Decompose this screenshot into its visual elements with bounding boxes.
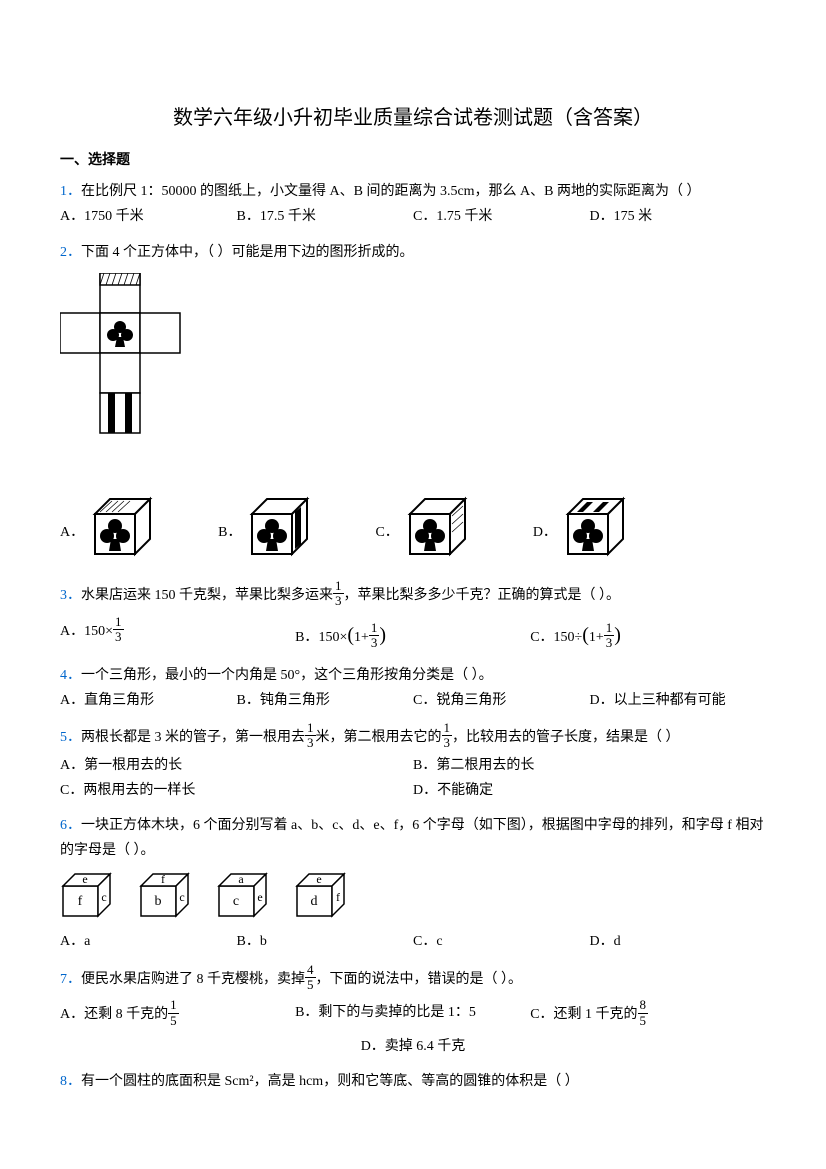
q8-text: 有一个圆柱的底面积是 Scm²，高是 hcm，则和它等底、等高的圆锥的体积是（ … xyxy=(81,1074,579,1089)
q4-options: A．直角三角形 B．钝角三角形 C．锐角三角形 D．以上三种都有可能 xyxy=(60,688,766,713)
frac-icon: 13 xyxy=(305,721,316,751)
svg-text:b: b xyxy=(155,894,162,909)
q6-options: A．a B．b C．c D．d xyxy=(60,929,766,954)
q5-text-mid: 米，第二根用去它的 xyxy=(316,730,442,745)
q4-num: 4． xyxy=(60,668,81,683)
question-5: 5．两根长都是 3 米的管子，第一根用去13米，第二根用去它的13，比较用去的管… xyxy=(60,723,766,803)
q6-text: 一块正方体木块，6 个面分别写着 a、b、c、d、e、f，6 个字母（如下图），… xyxy=(60,818,763,858)
q2-text: 下面 4 个正方体中，（ ）可能是用下边的图形折成的。 xyxy=(81,245,414,260)
q4-text: 一个三角形，最小的一个内角是 50°，这个三角形按角分类是（ ）。 xyxy=(81,668,493,683)
q5-num: 5． xyxy=(60,730,81,745)
letter-cube-2: f b c xyxy=(138,871,196,921)
q3-opt-a: A．150×13 xyxy=(60,617,295,653)
cube-d-icon xyxy=(563,494,631,571)
cube-net-diagram xyxy=(60,273,766,482)
q4-opt-c: C．锐角三角形 xyxy=(413,688,590,713)
q5-opt-a: A．第一根用去的长 xyxy=(60,753,413,778)
question-1: 1．在比例尺 1：50000 的图纸上，小文量得 A、B 间的距离为 3.5cm… xyxy=(60,179,766,229)
q3-num: 3． xyxy=(60,588,81,603)
svg-text:c: c xyxy=(179,890,184,904)
q5-opt-d: D．不能确定 xyxy=(413,778,766,803)
q1-options: A．1750 千米 B．17.5 千米 C．1.75 千米 D．175 米 xyxy=(60,204,766,229)
q2-cube-options: A． B． xyxy=(60,494,766,571)
q3-opt-b: B．150×(1+13) xyxy=(295,617,530,653)
q5-options: A．第一根用去的长 B．第二根用去的长 C．两根用去的一样长 D．不能确定 xyxy=(60,753,766,803)
svg-text:c: c xyxy=(101,890,106,904)
letter-cube-3: a c e xyxy=(216,871,274,921)
q1-opt-b: B．17.5 千米 xyxy=(237,204,414,229)
q7-options-row1: A．还剩 8 千克的15 B．剩下的与卖掉的比是 1：5 C．还剩 1 千克的8… xyxy=(60,1000,766,1030)
q2-opt-b-label: B． xyxy=(218,520,241,545)
svg-text:f: f xyxy=(336,890,340,904)
q7-text-before: 便民水果店购进了 8 千克樱桃，卖掉 xyxy=(81,972,305,987)
svg-text:e: e xyxy=(257,890,262,904)
q3-options: A．150×13 B．150×(1+13) C．150÷(1+13) xyxy=(60,617,766,653)
q7-opt-a: A．还剩 8 千克的15 xyxy=(60,1000,295,1030)
q1-opt-c: C．1.75 千米 xyxy=(413,204,590,229)
q2-opt-c-label: C． xyxy=(375,520,398,545)
q6-opt-a: A．a xyxy=(60,929,237,954)
svg-text:e: e xyxy=(316,872,321,886)
q5-opt-c: C．两根用去的一样长 xyxy=(60,778,413,803)
q2-opt-d-label: D． xyxy=(533,520,557,545)
q8-num: 8． xyxy=(60,1074,81,1089)
section-header: 一、选择题 xyxy=(60,148,766,173)
q3-text-after: ，苹果比梨多多少千克？正确的算式是（ ）。 xyxy=(344,588,621,603)
q6-num: 6． xyxy=(60,818,81,833)
svg-text:a: a xyxy=(238,872,244,886)
cube-c-icon xyxy=(405,494,473,571)
page-title: 数学六年级小升初毕业质量综合试卷测试题（含答案） xyxy=(60,100,766,136)
letter-cube-1: e f c xyxy=(60,871,118,921)
q5-opt-b: B．第二根用去的长 xyxy=(413,753,766,778)
q3-opt-c: C．150÷(1+13) xyxy=(530,617,765,653)
question-6: 6．一块正方体木块，6 个面分别写着 a、b、c、d、e、f，6 个字母（如下图… xyxy=(60,813,766,955)
q4-opt-d: D．以上三种都有可能 xyxy=(590,688,767,713)
q3-text-before: 水果店运来 150 千克梨，苹果比梨多运来 xyxy=(81,588,333,603)
frac-icon: 13 xyxy=(333,579,344,609)
q7-text-after: ，下面的说法中，错误的是（ ）。 xyxy=(316,972,523,987)
question-8: 8．有一个圆柱的底面积是 Scm²，高是 hcm，则和它等底、等高的圆锥的体积是… xyxy=(60,1069,766,1094)
svg-text:d: d xyxy=(311,894,318,909)
q2-num: 2． xyxy=(60,245,81,260)
svg-text:f: f xyxy=(161,872,165,886)
svg-text:e: e xyxy=(82,872,87,886)
q7-opt-b: B．剩下的与卖掉的比是 1：5 xyxy=(295,1000,530,1030)
q1-opt-d: D．175 米 xyxy=(590,204,767,229)
question-2: 2．下面 4 个正方体中，（ ）可能是用下边的图形折成的。 xyxy=(60,240,766,572)
frac-icon: 13 xyxy=(442,721,453,751)
cube-b-icon xyxy=(247,494,315,571)
cube-a-icon xyxy=(90,494,158,571)
svg-text:c: c xyxy=(233,894,239,909)
letter-cube-4: e d f xyxy=(294,871,352,921)
q7-num: 7． xyxy=(60,972,81,987)
q5-text-before: 两根长都是 3 米的管子，第一根用去 xyxy=(81,730,305,745)
q1-opt-a: A．1750 千米 xyxy=(60,204,237,229)
q4-opt-a: A．直角三角形 xyxy=(60,688,237,713)
q6-letter-cubes: e f c f b c a c e e d f xyxy=(60,871,766,921)
q6-opt-c: C．c xyxy=(413,929,590,954)
question-4: 4．一个三角形，最小的一个内角是 50°，这个三角形按角分类是（ ）。 A．直角… xyxy=(60,663,766,713)
question-3: 3．水果店运来 150 千克梨，苹果比梨多运来13，苹果比梨多多少千克？正确的算… xyxy=(60,581,766,653)
q7-opt-d: D．卖掉 6.4 千克 xyxy=(60,1034,766,1059)
q1-num: 1． xyxy=(60,184,81,199)
q1-text: 在比例尺 1：50000 的图纸上，小文量得 A、B 间的距离为 3.5cm，那… xyxy=(81,184,701,199)
frac-icon: 45 xyxy=(305,963,316,993)
q2-opt-a-label: A． xyxy=(60,520,84,545)
question-7: 7．便民水果店购进了 8 千克樱桃，卖掉45，下面的说法中，错误的是（ ）。 A… xyxy=(60,965,766,1059)
q5-text-after: ，比较用去的管子长度，结果是（ ） xyxy=(452,730,680,745)
q6-opt-b: B．b xyxy=(237,929,414,954)
svg-text:f: f xyxy=(78,894,83,909)
q7-opt-c: C．还剩 1 千克的85 xyxy=(530,1000,765,1030)
q4-opt-b: B．钝角三角形 xyxy=(237,688,414,713)
q6-opt-d: D．d xyxy=(590,929,767,954)
